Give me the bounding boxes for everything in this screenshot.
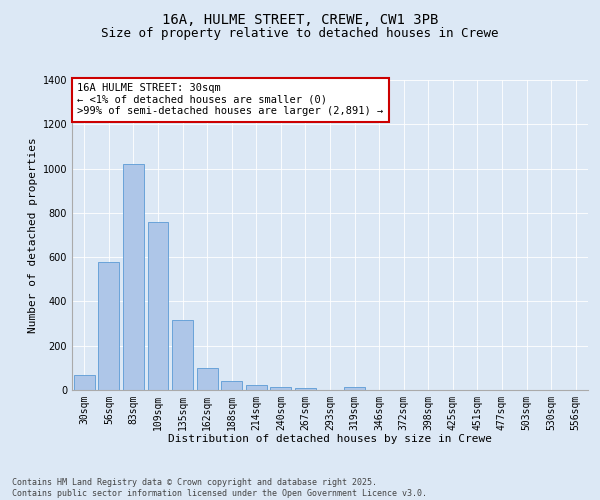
Bar xyxy=(271,386,292,390)
Bar xyxy=(74,374,95,390)
Text: Contains HM Land Registry data © Crown copyright and database right 2025.
Contai: Contains HM Land Registry data © Crown c… xyxy=(12,478,427,498)
Text: 16A HULME STREET: 30sqm
← <1% of detached houses are smaller (0)
>99% of semi-de: 16A HULME STREET: 30sqm ← <1% of detache… xyxy=(77,83,383,116)
Bar xyxy=(98,262,119,390)
Bar xyxy=(344,386,365,390)
Bar xyxy=(123,164,144,390)
Bar xyxy=(295,388,316,390)
Bar xyxy=(148,222,169,390)
Bar xyxy=(221,380,242,390)
Text: Size of property relative to detached houses in Crewe: Size of property relative to detached ho… xyxy=(101,28,499,40)
Bar xyxy=(197,368,218,390)
Y-axis label: Number of detached properties: Number of detached properties xyxy=(28,137,38,333)
X-axis label: Distribution of detached houses by size in Crewe: Distribution of detached houses by size … xyxy=(168,434,492,444)
Text: 16A, HULME STREET, CREWE, CW1 3PB: 16A, HULME STREET, CREWE, CW1 3PB xyxy=(162,12,438,26)
Bar xyxy=(246,385,267,390)
Bar xyxy=(172,320,193,390)
